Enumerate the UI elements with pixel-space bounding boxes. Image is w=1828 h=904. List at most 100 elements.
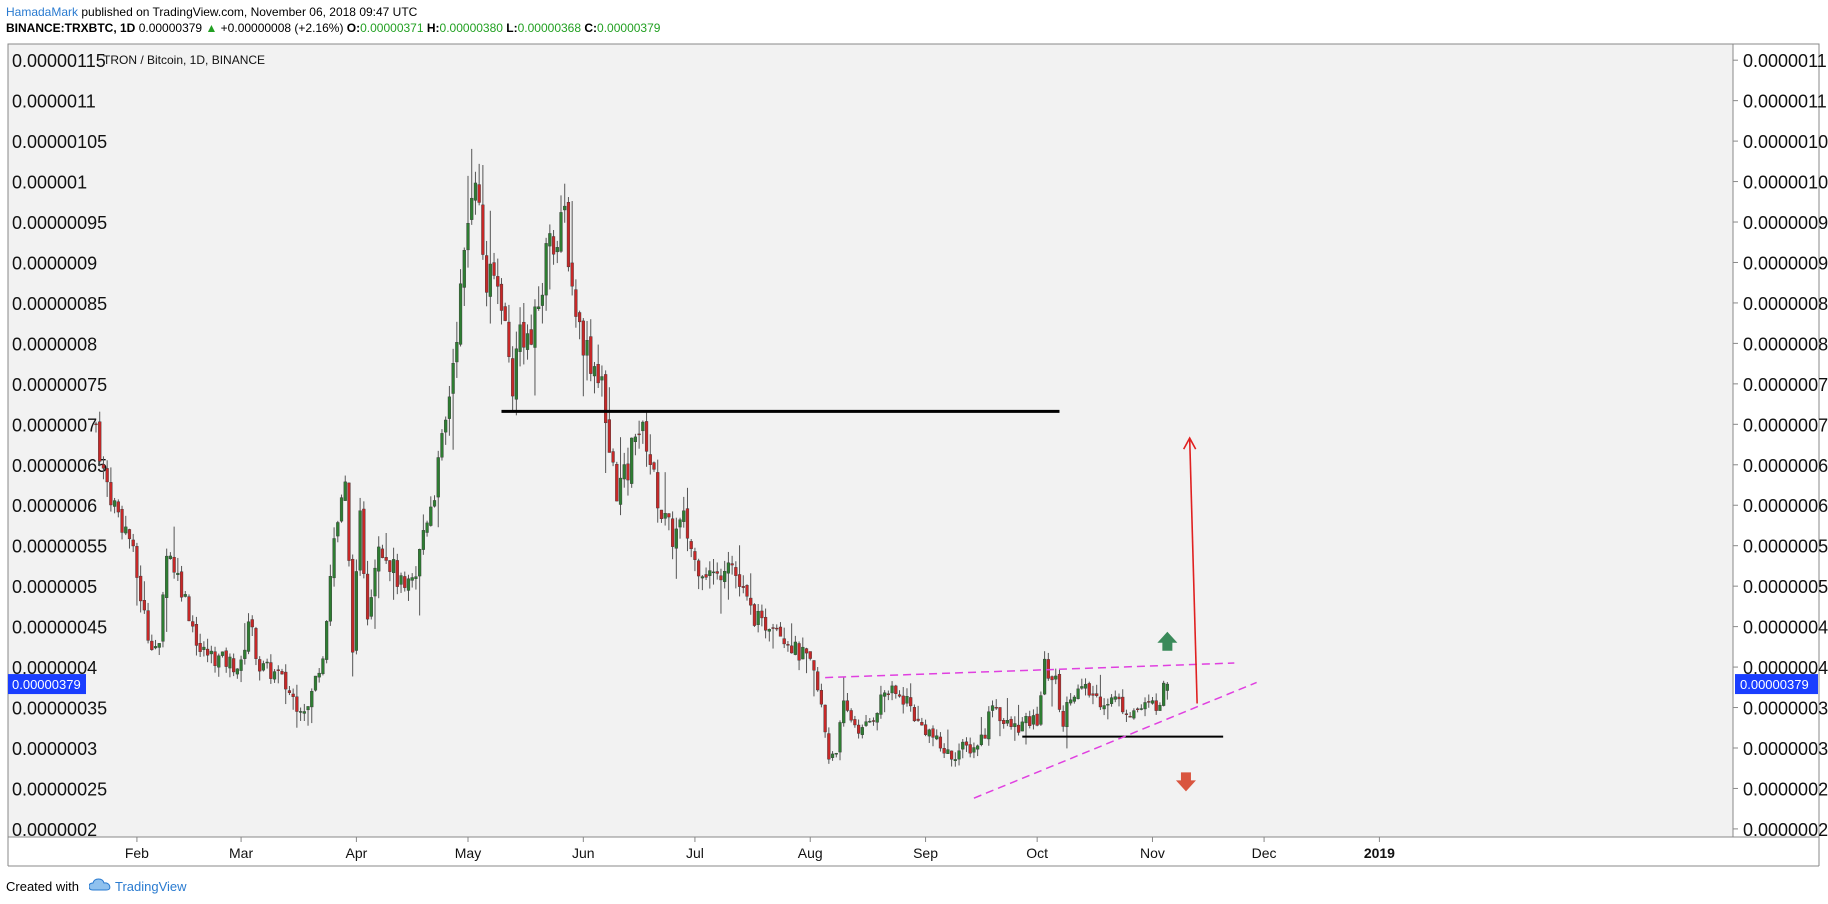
candle-up	[1024, 716, 1028, 724]
candle-up	[246, 621, 251, 652]
candle-down	[205, 648, 210, 656]
candle-up	[235, 668, 239, 675]
right-price-label: 0.0000005	[1743, 537, 1828, 557]
footer: Created with TradingView	[6, 878, 187, 896]
candle-down	[667, 513, 671, 518]
candle-down	[637, 433, 641, 436]
candle-up	[641, 421, 645, 432]
candle-up	[447, 396, 451, 419]
candle-down	[98, 421, 102, 462]
candle-down	[764, 616, 768, 631]
left-price-label: 0.0000007	[12, 415, 97, 435]
candle-up	[1165, 683, 1169, 691]
candle-down	[1087, 683, 1091, 696]
candle-down	[771, 627, 775, 629]
time-label: Apr	[346, 845, 368, 861]
candle-down	[730, 563, 734, 566]
candle-up	[313, 675, 318, 691]
tradingview-link[interactable]: TradingView	[114, 879, 187, 894]
candle-up	[444, 419, 448, 433]
candle-up	[700, 576, 704, 579]
candle-up	[972, 747, 976, 753]
symbol-info: BINANCE:TRXBTC, 1D 0.00000379 ▲ +0.00000…	[6, 21, 660, 35]
candle-up	[838, 722, 842, 753]
right-price-axis[interactable]	[1732, 43, 1820, 838]
time-label: Feb	[125, 845, 149, 861]
drawing-annotations	[501, 409, 1257, 799]
candle-down	[280, 671, 284, 675]
candle-down	[269, 662, 273, 679]
candle-down	[485, 255, 489, 293]
candle-down	[819, 689, 823, 705]
candle-up	[306, 706, 310, 711]
candle-down	[284, 671, 288, 690]
candle-up	[946, 749, 950, 754]
candle-down	[998, 707, 1002, 722]
candle-down	[120, 509, 124, 533]
right-price-label: 0.0000004	[1743, 618, 1828, 638]
candle-up	[220, 651, 225, 656]
candle-up	[592, 366, 597, 377]
candle-up	[633, 436, 637, 443]
candle-down	[1128, 716, 1132, 718]
candle-up	[399, 575, 403, 585]
candle-down	[481, 204, 485, 255]
candle-down	[871, 720, 876, 722]
candle-down	[752, 604, 757, 626]
candle-down	[511, 358, 515, 397]
candle-down	[503, 306, 507, 321]
candle-down	[816, 671, 820, 691]
candle-down	[964, 741, 969, 746]
triangle-upper-trendline	[825, 662, 1235, 679]
candle-up	[112, 500, 117, 507]
candle-up	[1139, 708, 1143, 710]
candle-down	[775, 627, 779, 630]
candle-down	[287, 690, 292, 693]
candle-up	[369, 597, 373, 617]
left-price-label: 0.0000011	[12, 92, 96, 112]
candle-down	[886, 693, 890, 695]
candle-down	[172, 556, 176, 573]
candle-up	[1065, 702, 1069, 728]
candle-down	[916, 718, 920, 721]
left-price-label: 0.0000006	[12, 496, 97, 516]
candle-down	[648, 454, 652, 465]
candle-up	[414, 576, 418, 579]
candle-down	[968, 744, 972, 754]
candle-up	[1054, 675, 1058, 680]
candle-down	[626, 463, 630, 481]
candle-down	[1091, 693, 1095, 696]
candle-down	[897, 694, 902, 697]
candle-down	[797, 643, 801, 661]
left-price-label: 0.00000095	[12, 213, 107, 233]
candle-down	[1095, 693, 1099, 696]
chart-pane[interactable]	[7, 43, 1734, 838]
price-change: +0.00000008 (+2.16%)	[220, 21, 344, 35]
left-current-price-badge	[8, 674, 86, 695]
candle-down	[351, 558, 355, 653]
candle-up	[630, 437, 634, 484]
candle-up	[708, 570, 712, 576]
candle-down	[719, 575, 723, 581]
candle-up	[1106, 704, 1110, 706]
candle-up	[466, 223, 470, 251]
left-price-label: 0.00000055	[12, 537, 107, 557]
candle-down	[704, 574, 708, 578]
candle-down	[566, 202, 571, 268]
candle-down	[198, 643, 202, 652]
candle-up	[183, 594, 187, 597]
candle-down	[656, 472, 660, 509]
candle-up	[830, 753, 835, 758]
candle-down	[380, 548, 385, 558]
candle-up	[425, 522, 429, 533]
author-link[interactable]: HamadaMark	[6, 5, 79, 19]
candle-up	[440, 433, 444, 458]
candle-down	[551, 236, 556, 255]
candle-down	[652, 462, 656, 470]
candle-up	[202, 646, 206, 650]
candle-up	[879, 694, 883, 715]
high-label: H:	[426, 21, 440, 35]
right-current-price-badge	[1735, 674, 1818, 695]
candle-down	[1061, 710, 1065, 727]
